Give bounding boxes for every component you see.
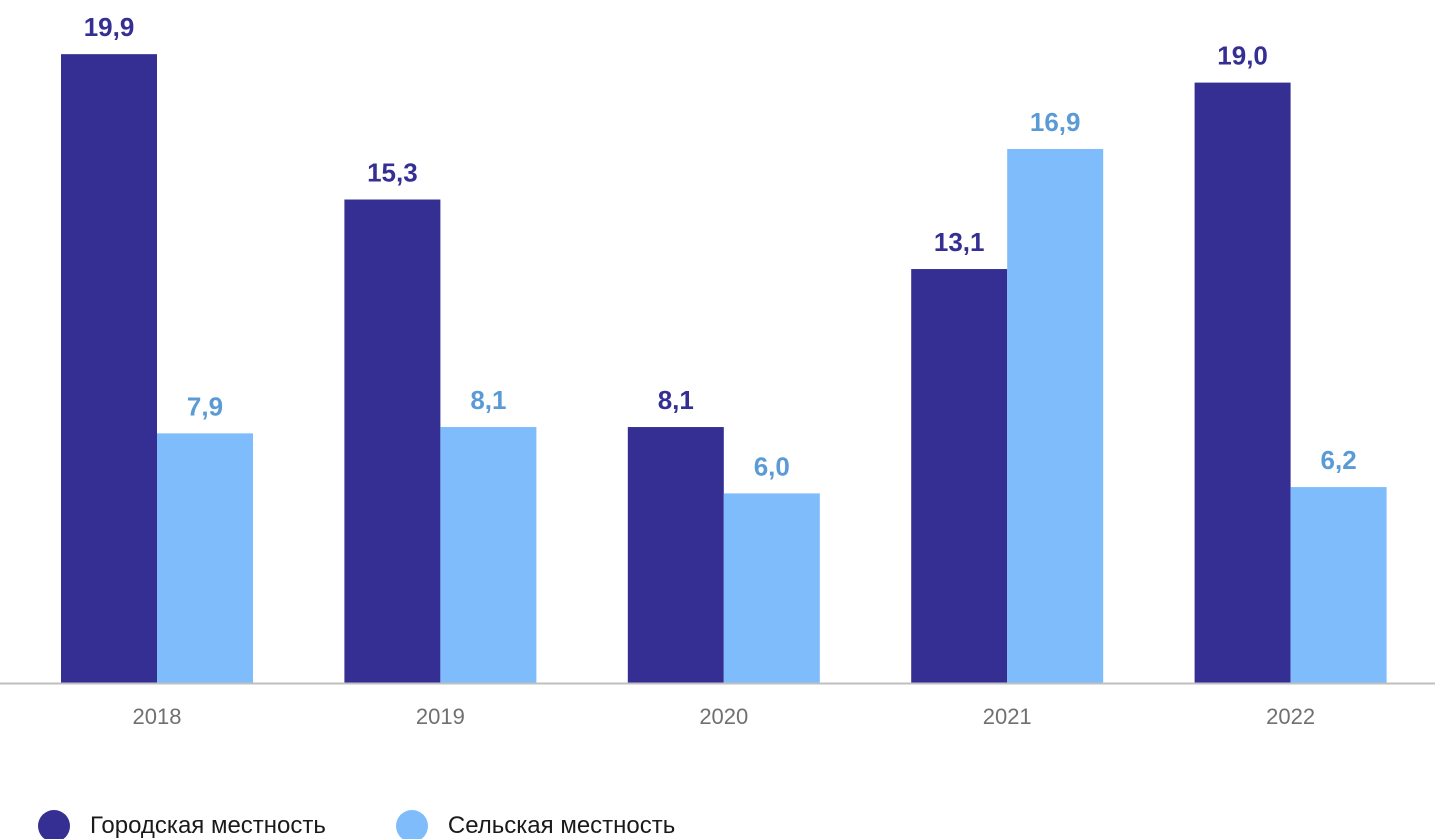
x-tick-label-2021: 2021 xyxy=(983,704,1032,729)
legend-item-rural: Сельская местность xyxy=(395,810,676,839)
data-label-rural-2021: 16,9 xyxy=(1030,107,1081,137)
bar-urban-2020 xyxy=(627,427,724,683)
legend-label-rural: Сельская местность xyxy=(447,812,676,839)
x-tick-label-2019: 2019 xyxy=(416,704,465,729)
bar-rural-2021 xyxy=(1007,148,1104,683)
data-label-urban-2018: 19,9 xyxy=(84,12,135,42)
legend-swatch-rural xyxy=(395,810,428,839)
data-label-rural-2020: 6,0 xyxy=(754,451,790,481)
data-label-rural-2022: 6,2 xyxy=(1321,445,1357,475)
bar-urban-2018 xyxy=(61,54,157,684)
x-tick-label-2018: 2018 xyxy=(133,704,182,729)
data-label-urban-2021: 13,1 xyxy=(934,227,985,257)
legend-label-urban: Городская местность xyxy=(90,812,326,839)
x-tick-label-2020: 2020 xyxy=(699,704,748,729)
legend-item-urban: Городская местность xyxy=(38,810,326,839)
bar-chart: 19,9 7,9 2018 15,3 8,1 2019 8,1 6,0 2020 13,1 16,9… xyxy=(0,12,1435,729)
data-label-rural-2019: 8,1 xyxy=(470,385,506,415)
data-label-urban-2020: 8,1 xyxy=(658,385,694,415)
data-label-rural-2018: 7,9 xyxy=(187,391,223,421)
bar-rural-2022 xyxy=(1290,487,1387,683)
bar-rural-2019 xyxy=(440,427,537,683)
legend: Городская местность Сельская местность xyxy=(38,810,745,839)
bar-urban-2019 xyxy=(344,199,441,683)
bar-urban-2021 xyxy=(911,269,1008,683)
bar-rural-2018 xyxy=(157,433,253,683)
legend-swatch-urban xyxy=(38,810,70,839)
bar-urban-2022 xyxy=(1194,82,1291,684)
bar-rural-2020 xyxy=(723,493,820,683)
data-label-urban-2019: 15,3 xyxy=(367,158,418,188)
x-tick-label-2022: 2022 xyxy=(1266,704,1315,729)
data-label-urban-2022: 19,0 xyxy=(1217,41,1268,71)
